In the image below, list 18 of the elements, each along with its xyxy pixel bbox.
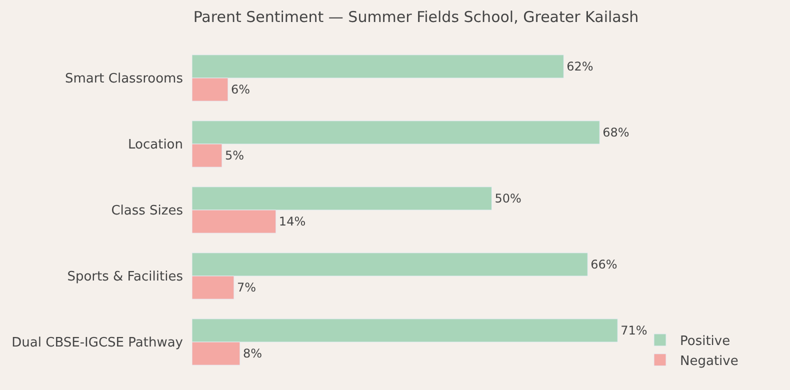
legend-label: Negative <box>680 354 738 369</box>
legend-label: Positive <box>680 334 730 350</box>
y-tick-label: Dual CBSE-IGCSE Pathway <box>12 336 184 351</box>
data-label: 62% <box>566 59 594 74</box>
data-label: 14% <box>278 214 306 229</box>
data-label: 66% <box>590 257 618 272</box>
y-tick-label: Class Sizes <box>111 204 184 219</box>
y-tick-label: Location <box>128 138 183 153</box>
data-label: 8% <box>242 346 262 361</box>
data-label: 6% <box>230 82 250 97</box>
data-label: 50% <box>494 191 522 206</box>
y-tick-label: Sports & Facilities <box>67 270 184 285</box>
y-tick-label: Smart Classrooms <box>64 72 184 87</box>
data-label: 7% <box>236 280 256 295</box>
chart-title: Parent Sentiment — Summer Fields School, Greater Kailash <box>193 8 639 26</box>
data-label: 71% <box>620 323 648 338</box>
data-label: 68% <box>602 125 630 140</box>
data-label: 5% <box>224 148 244 163</box>
